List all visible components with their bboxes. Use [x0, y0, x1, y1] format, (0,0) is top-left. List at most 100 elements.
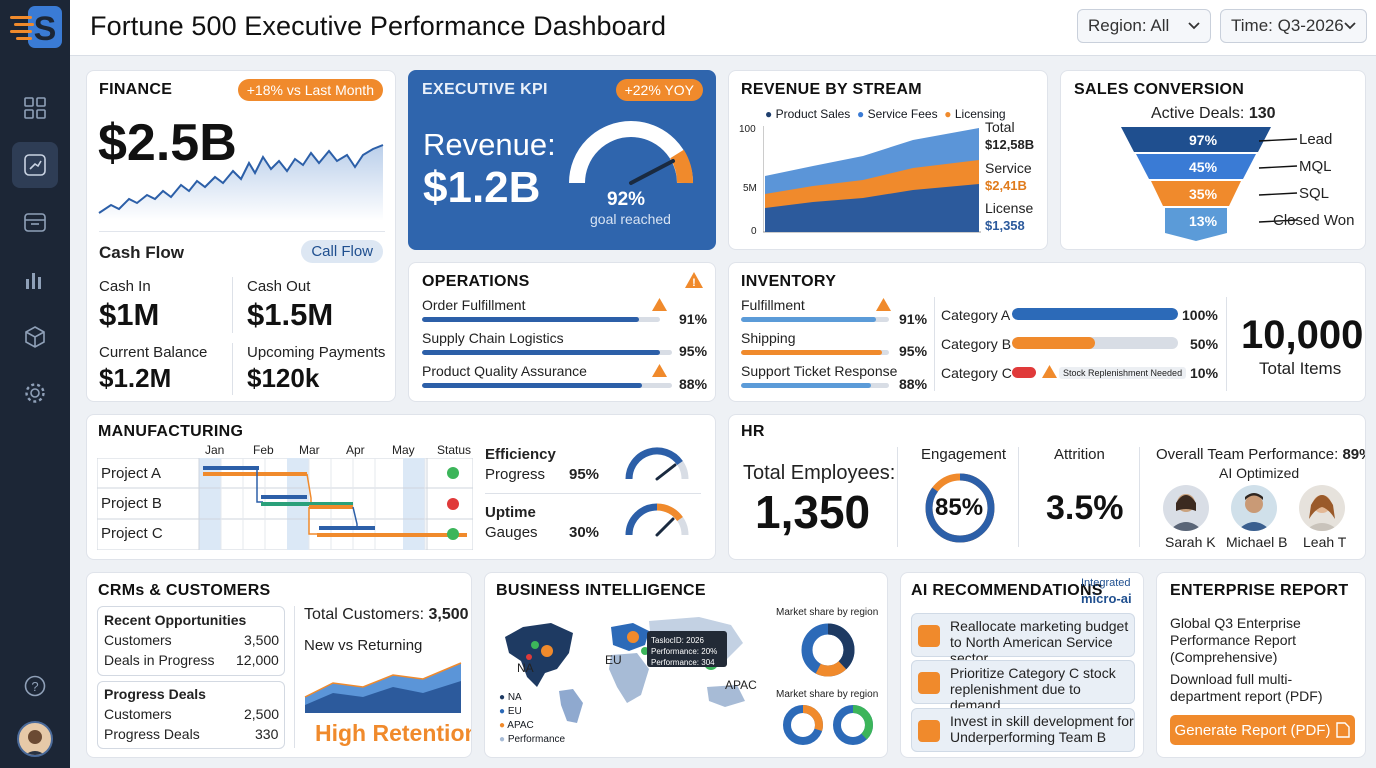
nav-settings[interactable] [12, 370, 58, 416]
service-value: $2,41B [985, 178, 1027, 193]
ai-recommendation[interactable]: Invest in skill development for Underper… [911, 708, 1135, 752]
person-name: Michael B [1226, 534, 1288, 550]
inv-item-label: Fulfillment [741, 297, 805, 313]
user-avatar[interactable] [17, 721, 53, 757]
ops-bar [422, 317, 660, 322]
chip-icon [918, 672, 940, 694]
opps-title: Recent Opportunities [104, 612, 247, 628]
funnel-lead-label: Lead [1299, 131, 1333, 148]
ops-item-pct: 91% [679, 311, 708, 327]
kpi-title: EXECUTIVE KPI [422, 81, 548, 98]
svg-text:!: ! [692, 277, 696, 289]
ai-recommendation-text: Reallocate marketing budget to North Ame… [950, 618, 1129, 666]
funnel-won-pct: 13% [1189, 213, 1218, 229]
time-dropdown[interactable]: Time: Q3-2026 [1220, 9, 1367, 43]
efficiency-title: Efficiency [485, 446, 556, 463]
report-description: Global Q3 Enterprise Performance Report … [1170, 615, 1301, 665]
legend-service-fees: Service Fees [867, 107, 938, 121]
avatar[interactable] [1299, 485, 1345, 531]
cash-out-value: $1.5M [247, 297, 334, 332]
chevron-down-icon [1344, 22, 1356, 30]
attrition-value: 3.5% [1046, 489, 1124, 527]
ai-recommendation[interactable]: Reallocate marketing budget to North Ame… [911, 613, 1135, 666]
grid-icon [24, 97, 46, 119]
market-share-donut [783, 705, 823, 745]
calendar-icon [24, 213, 46, 232]
cash-in-label: Cash In [99, 278, 151, 295]
ai-recommendation-text: Invest in skill development for Underper… [950, 713, 1134, 745]
nav-dashboard[interactable] [12, 85, 58, 131]
nav-reports[interactable] [12, 257, 58, 303]
cube-icon [25, 326, 45, 348]
sales-conversion-card: SALES CONVERSION Active Deals: 130 97% 4… [1060, 70, 1366, 250]
share-label: Market share by region [776, 607, 879, 618]
category-bar-fill [1012, 308, 1178, 320]
bar-chart-icon [26, 273, 41, 289]
kpi-gauge-pct: 92% [607, 189, 646, 210]
nav-calendar[interactable] [12, 199, 58, 245]
balance-label: Current Balance [99, 344, 208, 361]
high-retention: High Retention [315, 720, 472, 746]
kpi-badge: +22% YOY [615, 79, 703, 101]
progress-panel [97, 681, 285, 749]
inv-bar [741, 317, 889, 322]
sidebar: S ? [0, 0, 70, 768]
inventory-title: INVENTORY [741, 273, 837, 290]
project-label: Project B [101, 495, 162, 512]
warning-icon [652, 298, 667, 311]
ai-integrated: Integrated [1081, 577, 1131, 589]
crm-title: CRMs & CUSTOMERS [98, 582, 271, 599]
nav-help[interactable]: ? [12, 663, 58, 709]
license-value: $1,358 [985, 218, 1025, 233]
warning-icon: ! [685, 272, 703, 289]
share-label: Market share by region [776, 689, 879, 700]
nav-inventory[interactable] [12, 314, 58, 360]
page-title: Fortune 500 Executive Performance Dashbo… [90, 11, 667, 41]
ytick-bottom: 0 [751, 226, 757, 237]
opps-row-value: 12,000 [236, 652, 279, 668]
hr-title: HR [741, 423, 765, 440]
total-value: $12,58B [985, 137, 1035, 152]
category-label: Category C [941, 365, 1012, 381]
progress-row-label: Progress Deals [104, 726, 200, 742]
month-label: Apr [346, 443, 365, 457]
service-label: Service [985, 160, 1032, 176]
uptime-gauge [625, 503, 689, 537]
month-label: May [392, 443, 415, 457]
cash-out-label: Cash Out [247, 278, 311, 295]
enterprise-report-card: ENTERPRISE REPORT Global Q3 Enterprise P… [1156, 572, 1366, 758]
cashflow-label: Cash Flow [99, 243, 185, 262]
funnel-mql-label: MQL [1299, 158, 1332, 175]
market-share-donut [801, 623, 855, 677]
finance-title: FINANCE [99, 81, 173, 98]
category-label: Category A [941, 307, 1011, 323]
revenue-area-chart [763, 126, 981, 233]
ai-recommendation[interactable]: Prioritize Category C stock replenishmen… [911, 660, 1135, 713]
avatar[interactable] [1231, 485, 1277, 531]
avatar[interactable] [1163, 485, 1209, 531]
region-dropdown[interactable]: Region: All [1077, 9, 1211, 43]
region-label-eu: EU [605, 653, 622, 667]
inv-item-label: Support Ticket Response [741, 363, 898, 379]
help-icon: ? [24, 675, 46, 697]
chip-icon [918, 720, 940, 742]
upcoming-value: $120k [247, 363, 320, 393]
call-flow-button[interactable]: Call Flow [301, 240, 383, 263]
top-bar: Fortune 500 Executive Performance Dashbo… [70, 0, 1376, 56]
legend-licensing: Licensing [954, 107, 1006, 121]
revenue-legend: ● Product Sales ● Service Fees ● Licensi… [765, 107, 1006, 121]
bi-legend: ● NA ● EU ● APAC ● Performance [499, 692, 566, 745]
generate-report-label: Generate Report (PDF) [1174, 721, 1331, 739]
employees-value: 1,350 [755, 486, 871, 538]
generate-report-button[interactable]: Generate Report (PDF) [1170, 715, 1355, 745]
project-label: Project A [101, 465, 162, 482]
chip-icon [918, 625, 940, 647]
nav-analytics[interactable] [12, 142, 58, 188]
stock-alert: Stock Replenishment Needed [1059, 367, 1187, 379]
person-name: Leah T [1303, 534, 1347, 550]
funnel-lead-pct: 97% [1189, 132, 1218, 148]
inv-item-pct: 91% [899, 311, 928, 327]
month-label: Feb [253, 443, 274, 457]
gear-icon [25, 383, 45, 403]
upcoming-label: Upcoming Payments [247, 344, 386, 361]
